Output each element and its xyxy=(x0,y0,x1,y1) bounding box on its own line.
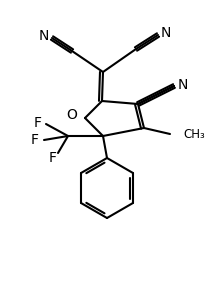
Text: F: F xyxy=(31,133,39,147)
Text: N: N xyxy=(178,78,188,92)
Text: N: N xyxy=(39,29,49,43)
Text: O: O xyxy=(66,108,77,122)
Text: F: F xyxy=(34,116,42,130)
Text: CH₃: CH₃ xyxy=(183,128,205,140)
Text: N: N xyxy=(161,26,171,40)
Text: F: F xyxy=(49,151,57,165)
